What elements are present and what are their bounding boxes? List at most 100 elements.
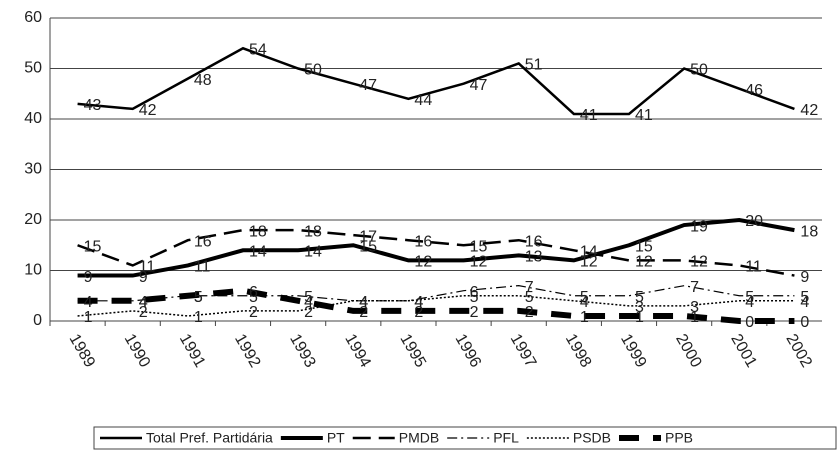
data-label: 6: [470, 284, 479, 301]
x-tick-label: 1991: [176, 331, 209, 370]
data-label: 46: [745, 82, 763, 99]
data-label: 42: [139, 102, 157, 119]
data-label: 50: [304, 62, 322, 79]
data-label: 7: [690, 279, 699, 296]
data-label: 5: [800, 289, 809, 306]
data-label: 9: [139, 269, 148, 286]
data-label: 5: [745, 289, 754, 306]
x-tick-label: 1994: [341, 331, 374, 370]
data-label: 18: [800, 223, 818, 240]
data-label: 4: [414, 294, 423, 311]
series-line: [77, 285, 795, 302]
series-line: [77, 217, 795, 278]
data-label: 44: [414, 92, 432, 109]
data-label: 4: [139, 294, 148, 311]
data-label: 4: [139, 294, 148, 311]
data-label: 5: [525, 289, 534, 306]
data-label: 15: [359, 238, 377, 255]
data-label: 5: [249, 289, 258, 306]
data-label: 5: [470, 289, 479, 306]
data-label: 16: [194, 233, 212, 250]
data-label: 4: [414, 294, 423, 311]
data-label: 7: [525, 279, 534, 296]
data-label: 17: [359, 228, 377, 245]
x-tick-label: 1995: [396, 331, 429, 370]
data-label: 12: [470, 254, 488, 271]
data-label: 5: [194, 289, 203, 306]
data-label: 4: [359, 294, 368, 311]
data-label: 0: [800, 314, 809, 331]
y-tick-label: 60: [24, 9, 42, 26]
data-label: 42: [800, 102, 818, 119]
x-tick-label: 1997: [507, 331, 540, 370]
y-tick-label: 30: [24, 161, 42, 178]
data-label: 2: [525, 304, 534, 321]
data-label: 5: [635, 289, 644, 306]
data-label: 11: [139, 259, 156, 276]
data-label: 5: [304, 289, 313, 306]
data-label: 3: [635, 299, 644, 316]
series-line: [77, 295, 795, 317]
y-tick-label: 20: [24, 211, 42, 228]
data-label: 1: [635, 309, 644, 326]
y-tick-label: 40: [24, 110, 42, 127]
data-label: 12: [580, 254, 598, 271]
data-label: 9: [800, 269, 809, 286]
data-label: 1: [84, 309, 93, 326]
data-label: 2: [359, 304, 368, 321]
legend-box: [93, 426, 837, 450]
legend-label: PFL: [493, 430, 519, 446]
data-label: 5: [580, 289, 589, 306]
y-tick-label: 0: [33, 312, 42, 329]
data-label: 15: [635, 238, 653, 255]
data-label: 14: [304, 244, 322, 261]
legend-label: PMDB: [399, 430, 439, 446]
data-label: 41: [580, 107, 598, 124]
data-label: 11: [194, 259, 211, 276]
data-label: 18: [304, 223, 322, 240]
data-label: 14: [580, 244, 598, 261]
data-label: 15: [470, 238, 488, 255]
data-label: 3: [690, 299, 699, 316]
legend-label: PPB: [665, 430, 693, 446]
x-tick-label: 1990: [121, 331, 154, 370]
data-label: 9: [84, 269, 93, 286]
x-tick-label: 1999: [617, 331, 650, 370]
y-tick-label: 50: [24, 60, 42, 77]
data-label: 47: [470, 77, 488, 94]
data-label: 15: [84, 238, 102, 255]
x-tick-label: 2002: [782, 331, 815, 370]
legend: Total Pref. Partidária PT PMDB PFL PSDB PPB: [93, 426, 837, 450]
data-label: 2: [470, 304, 479, 321]
data-label: 43: [84, 97, 102, 114]
data-label: 4: [580, 294, 589, 311]
x-tick-label: 1993: [286, 331, 319, 370]
x-tick-label: 1989: [66, 331, 99, 370]
data-label: 12: [690, 254, 708, 271]
data-label: 18: [249, 223, 267, 240]
series-line: [77, 287, 795, 324]
data-label: 16: [525, 233, 543, 250]
legend-label: Total Pref. Partidária: [146, 430, 273, 446]
data-label: 4: [800, 294, 809, 311]
legend-label: PT: [327, 430, 345, 446]
series-line: [77, 46, 795, 116]
x-tick-label: 1996: [452, 331, 485, 370]
data-label: 6: [249, 284, 258, 301]
legend-label: PSDB: [573, 430, 611, 446]
data-label: 4: [745, 294, 754, 311]
data-label: 47: [359, 77, 377, 94]
x-tick-label: 1992: [231, 331, 264, 370]
x-tick-label: 2001: [727, 331, 760, 370]
data-label: 50: [690, 62, 708, 79]
data-label: 2: [249, 304, 258, 321]
data-label: 13: [525, 249, 543, 266]
data-label: 1: [580, 309, 589, 326]
data-label: 4: [359, 294, 368, 311]
data-label: 41: [635, 107, 653, 124]
data-label: 51: [525, 57, 543, 74]
data-label: 2: [139, 304, 148, 321]
data-label: 54: [249, 42, 267, 59]
